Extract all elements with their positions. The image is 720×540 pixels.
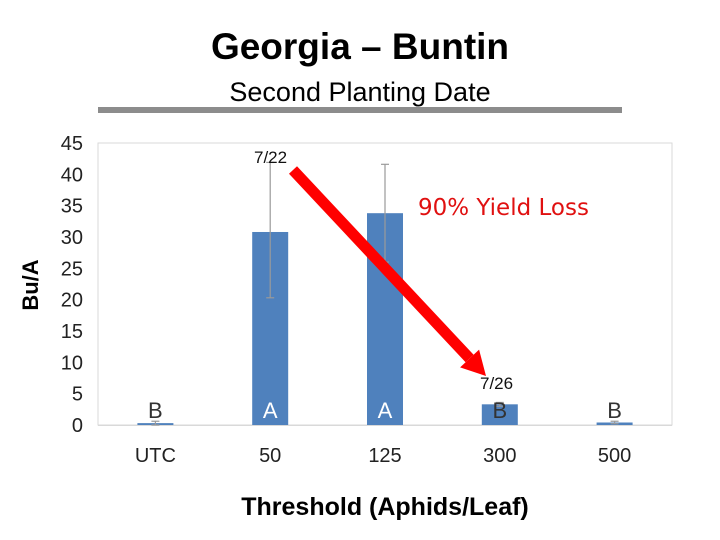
x-tick-label: 125 <box>368 445 401 467</box>
x-tick-label: 500 <box>598 445 631 467</box>
significance-letter: B <box>148 398 163 423</box>
y-tick-label: 35 <box>61 196 83 218</box>
slide-title: Georgia – Buntin <box>210 26 510 67</box>
y-tick-label: 0 <box>72 415 83 437</box>
y-tick-label: 45 <box>61 133 83 155</box>
title-divider <box>98 107 622 113</box>
y-axis: 0 5 10 15 20 25 30 35 40 45 <box>61 133 83 437</box>
y-tick-label: 30 <box>61 227 83 249</box>
significance-letter: B <box>607 398 622 423</box>
x-tick-label: 50 <box>259 445 281 467</box>
bar <box>481 404 518 425</box>
significance-letter: B <box>492 398 507 423</box>
arrow-end-label: 7/26 <box>480 374 513 393</box>
y-tick-label: 15 <box>61 321 83 343</box>
significance-letter: A <box>378 398 393 423</box>
x-axis-label: Threshold (Aphids/Leaf) <box>241 493 529 521</box>
y-tick-label: 5 <box>72 384 83 406</box>
arrow-head <box>460 349 486 376</box>
y-tick-label: 40 <box>61 164 83 186</box>
y-tick-label: 20 <box>61 290 83 312</box>
slide-subtitle: Second Planting Date <box>229 77 491 107</box>
yield-loss-callout: 90% Yield Loss <box>418 195 589 221</box>
y-axis-label: Bu/A <box>18 259 43 310</box>
arrow-start-label: 7/22 <box>254 148 287 167</box>
y-tick-label: 25 <box>61 258 83 280</box>
arrow-shaft <box>288 166 474 363</box>
x-tick-label: UTC <box>135 445 176 467</box>
y-tick-label: 10 <box>61 352 83 374</box>
x-tick-label: 300 <box>483 445 516 467</box>
annotation-arrow <box>288 166 486 376</box>
significance-letter: A <box>263 398 278 423</box>
x-axis: UTC 50 125 300 500 <box>135 445 631 467</box>
